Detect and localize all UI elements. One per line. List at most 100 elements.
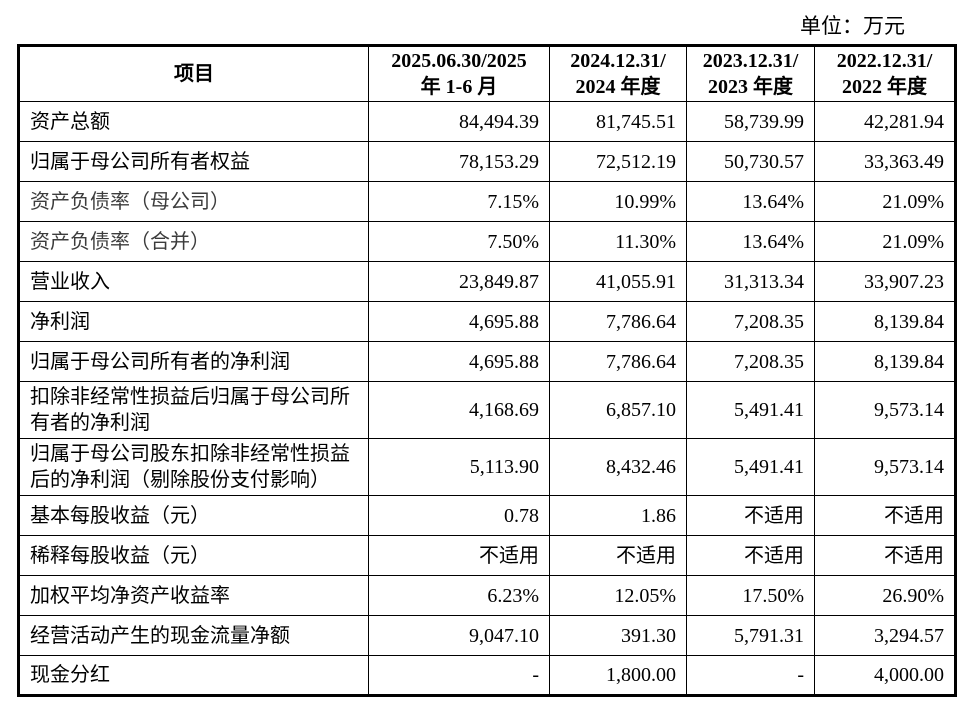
table-row: 加权平均净资产收益率 6.23% 12.05% 17.50% 26.90% (18, 575, 956, 616)
row-value-2: 41,055.91 (549, 261, 687, 302)
table-row: 经营活动产生的现金流量净额 9,047.10 391.30 5,791.31 3… (18, 615, 956, 656)
row-value-4: 33,363.49 (814, 141, 956, 182)
period-line1: 2025.06.30/2025 (391, 50, 527, 72)
table-row: 资产负债率（母公司） 7.15% 10.99% 13.64% 21.09% (18, 181, 956, 222)
period-line2: 2022 年度 (842, 76, 927, 98)
row-value-1: 7.50% (368, 221, 550, 262)
period-line2: 2024 年度 (575, 76, 661, 98)
period-line1: 2024.12.31/ (570, 50, 666, 72)
row-value-1: 5,113.90 (368, 438, 550, 496)
period-line2: 年 1-6 月 (420, 76, 498, 98)
table-body: 资产总额 84,494.39 81,745.51 58,739.99 42,28… (18, 101, 956, 696)
row-value-3: 不适用 (686, 535, 815, 576)
row-value-2: 1,800.00 (549, 655, 687, 696)
row-value-1: 23,849.87 (368, 261, 550, 302)
row-label: 归属于母公司股东扣除非经常性损益后的净利润（剔除股份支付影响） (18, 438, 369, 496)
row-value-2: 10.99% (549, 181, 687, 222)
row-value-3: 58,739.99 (686, 101, 815, 142)
table-row: 归属于母公司所有者的净利润 4,695.88 7,786.64 7,208.35… (18, 341, 956, 382)
column-header-period-2023: 2023.12.31/ 2023 年度 (686, 45, 815, 102)
row-label: 归属于母公司所有者权益 (18, 141, 369, 182)
row-value-3: 7,208.35 (686, 301, 815, 342)
period-line2: 2023 年度 (708, 76, 793, 98)
row-value-2: 12.05% (549, 575, 687, 616)
row-value-3: 5,491.41 (686, 438, 815, 496)
row-label: 现金分红 (18, 655, 369, 696)
row-value-4: 21.09% (814, 181, 956, 222)
row-label: 资产负债率（合并） (18, 221, 369, 262)
period-line1: 2023.12.31/ (702, 50, 799, 72)
row-value-4: 26.90% (814, 575, 956, 616)
row-value-4: 33,907.23 (814, 261, 956, 302)
row-label: 资产负债率（母公司） (18, 181, 369, 222)
row-value-4: 3,294.57 (814, 615, 956, 656)
row-value-4: 21.09% (814, 221, 956, 262)
table-header: 项目 2025.06.30/2025 年 1-6 月 2024.12.31/ 2… (18, 45, 956, 102)
column-header-item: 项目 (18, 45, 369, 102)
row-label: 归属于母公司所有者的净利润 (18, 341, 369, 382)
row-value-1: 不适用 (368, 535, 550, 576)
table-row: 资产总额 84,494.39 81,745.51 58,739.99 42,28… (18, 101, 956, 142)
table-row: 基本每股收益（元） 0.78 1.86 不适用 不适用 (18, 495, 956, 536)
row-value-1: 7.15% (368, 181, 550, 222)
table-row: 净利润 4,695.88 7,786.64 7,208.35 8,139.84 (18, 301, 956, 342)
row-value-1: 84,494.39 (368, 101, 550, 142)
row-value-4: 8,139.84 (814, 341, 956, 382)
table-row: 现金分红 - 1,800.00 - 4,000.00 (18, 655, 956, 696)
row-label: 经营活动产生的现金流量净额 (18, 615, 369, 656)
row-value-3: - (686, 655, 815, 696)
row-value-3: 5,491.41 (686, 381, 815, 439)
row-value-2: 不适用 (549, 535, 687, 576)
row-value-3: 13.64% (686, 181, 815, 222)
row-label: 稀释每股收益（元） (18, 535, 369, 576)
row-value-4: 4,000.00 (814, 655, 956, 696)
row-value-3: 17.50% (686, 575, 815, 616)
row-value-3: 50,730.57 (686, 141, 815, 182)
row-label: 加权平均净资产收益率 (18, 575, 369, 616)
row-value-3: 7,208.35 (686, 341, 815, 382)
row-value-2: 11.30% (549, 221, 687, 262)
table-row: 归属于母公司股东扣除非经常性损益后的净利润（剔除股份支付影响） 5,113.90… (18, 438, 956, 496)
row-label: 营业收入 (18, 261, 369, 302)
period-line1: 2022.12.31/ (836, 50, 933, 72)
row-label: 资产总额 (18, 101, 369, 142)
row-value-2: 81,745.51 (549, 101, 687, 142)
row-value-1: 78,153.29 (368, 141, 550, 182)
row-value-1: 4,695.88 (368, 301, 550, 342)
row-value-1: 4,168.69 (368, 381, 550, 439)
row-value-1: 0.78 (368, 495, 550, 536)
row-value-3: 13.64% (686, 221, 815, 262)
row-value-4: 9,573.14 (814, 438, 956, 496)
row-value-3: 5,791.31 (686, 615, 815, 656)
table-row: 营业收入 23,849.87 41,055.91 31,313.34 33,90… (18, 261, 956, 302)
document-page: 单位：万元 项目 2025.06.30/2025 年 1-6 月 2024.12… (0, 13, 964, 705)
row-value-2: 7,786.64 (549, 341, 687, 382)
row-value-2: 391.30 (549, 615, 687, 656)
row-value-4: 不适用 (814, 495, 956, 536)
row-value-1: 4,695.88 (368, 341, 550, 382)
row-label: 扣除非经常性损益后归属于母公司所有者的净利润 (18, 381, 369, 439)
row-value-2: 6,857.10 (549, 381, 687, 439)
row-label: 净利润 (18, 301, 369, 342)
table-row: 归属于母公司所有者权益 78,153.29 72,512.19 50,730.5… (18, 141, 956, 182)
row-value-2: 72,512.19 (549, 141, 687, 182)
unit-label: 单位：万元 (800, 14, 905, 38)
row-value-2: 1.86 (549, 495, 687, 536)
row-value-1: 6.23% (368, 575, 550, 616)
column-header-period-2025: 2025.06.30/2025 年 1-6 月 (368, 45, 550, 102)
row-label: 基本每股收益（元） (18, 495, 369, 536)
financial-summary-table: 项目 2025.06.30/2025 年 1-6 月 2024.12.31/ 2… (17, 44, 957, 697)
row-value-4: 9,573.14 (814, 381, 956, 439)
header-row: 项目 2025.06.30/2025 年 1-6 月 2024.12.31/ 2… (18, 45, 956, 102)
column-header-period-2022: 2022.12.31/ 2022 年度 (814, 45, 956, 102)
row-value-2: 7,786.64 (549, 301, 687, 342)
row-value-1: 9,047.10 (368, 615, 550, 656)
row-value-4: 42,281.94 (814, 101, 956, 142)
row-value-4: 8,139.84 (814, 301, 956, 342)
column-header-period-2024: 2024.12.31/ 2024 年度 (549, 45, 687, 102)
table-row: 资产负债率（合并） 7.50% 11.30% 13.64% 21.09% (18, 221, 956, 262)
row-value-1: - (368, 655, 550, 696)
row-value-2: 8,432.46 (549, 438, 687, 496)
row-value-3: 31,313.34 (686, 261, 815, 302)
table-row: 稀释每股收益（元） 不适用 不适用 不适用 不适用 (18, 535, 956, 576)
